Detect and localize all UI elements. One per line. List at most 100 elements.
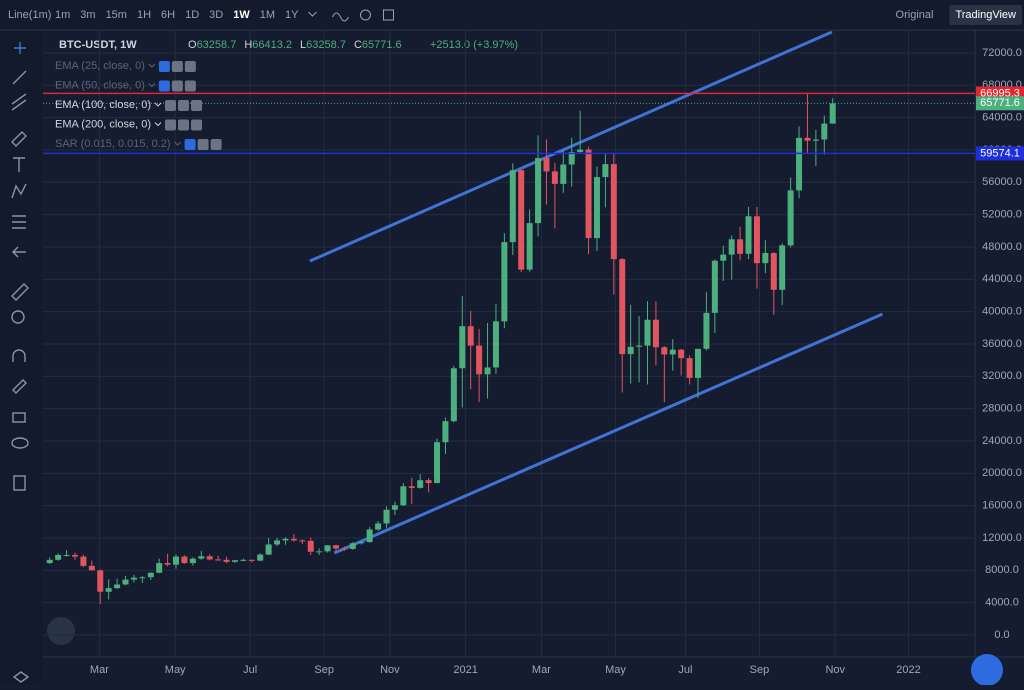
indicator-button[interactable] bbox=[184, 139, 196, 150]
candle-body bbox=[215, 559, 222, 561]
candle-body bbox=[568, 151, 575, 165]
candle-body bbox=[332, 545, 339, 549]
ohlc-label: H bbox=[244, 39, 252, 51]
candle-body bbox=[476, 345, 483, 375]
interval-button[interactable]: 1M bbox=[260, 9, 275, 21]
indicator-button[interactable] bbox=[165, 100, 176, 111]
measure-tool[interactable] bbox=[11, 283, 29, 301]
x-tick-label: Jul bbox=[243, 664, 257, 676]
chat-button[interactable] bbox=[971, 654, 1003, 686]
magnet-tool[interactable] bbox=[12, 349, 26, 362]
indicator-button[interactable] bbox=[191, 100, 202, 111]
indicator-button[interactable] bbox=[158, 80, 170, 92]
view-active bbox=[949, 5, 1022, 25]
interval-button[interactable]: 1H bbox=[137, 9, 151, 21]
brush-tool[interactable] bbox=[11, 131, 27, 147]
x-tick-label: 2022 bbox=[896, 664, 920, 676]
interval-button[interactable]: 3D bbox=[209, 9, 223, 21]
indicator-button[interactable] bbox=[158, 61, 170, 72]
pattern-tool[interactable] bbox=[11, 183, 27, 199]
indicator-dropdown[interactable] bbox=[154, 122, 162, 127]
ohlc-label: O bbox=[188, 39, 197, 51]
indicator-button[interactable] bbox=[184, 61, 196, 72]
indicator-dropdown[interactable] bbox=[174, 141, 181, 146]
candle-body bbox=[434, 442, 441, 484]
lock-tool[interactable] bbox=[12, 412, 26, 423]
candle-body bbox=[417, 480, 424, 488]
candle-body bbox=[156, 563, 163, 573]
fullscreen-icon[interactable] bbox=[382, 9, 394, 21]
candle-body bbox=[753, 216, 760, 264]
indicator-label[interactable]: EMA (100, close, 0) bbox=[55, 99, 151, 111]
interval-button[interactable]: 1D bbox=[185, 9, 199, 21]
zoom-tool[interactable] bbox=[11, 310, 25, 324]
y-tick-label: 16000.0 bbox=[982, 500, 1022, 512]
interval-button[interactable]: 1Y bbox=[285, 9, 299, 21]
delete-tool[interactable] bbox=[13, 475, 26, 491]
view-button[interactable]: Original bbox=[896, 9, 934, 21]
symbol: BTC-USDT, 1W bbox=[59, 39, 137, 51]
left-toolbar bbox=[0, 30, 43, 685]
candle-body bbox=[88, 565, 95, 571]
candle-body bbox=[585, 149, 592, 239]
candle-body bbox=[636, 345, 643, 347]
trend-line bbox=[309, 30, 833, 263]
indicator-button[interactable] bbox=[171, 80, 183, 92]
chart-style[interactable]: Line(1m) bbox=[8, 9, 51, 21]
interval-button[interactable]: 1m bbox=[55, 9, 70, 21]
interval-button[interactable]: 3m bbox=[80, 9, 95, 21]
indicator-dropdown[interactable] bbox=[148, 83, 156, 88]
candle-body bbox=[610, 164, 617, 260]
candle-body bbox=[257, 554, 264, 561]
back-tool[interactable] bbox=[12, 246, 26, 258]
visibility-tool[interactable] bbox=[11, 437, 29, 449]
candle-body bbox=[501, 242, 508, 322]
candle-body bbox=[248, 559, 255, 561]
indicator-button[interactable] bbox=[184, 80, 196, 92]
interval-button[interactable]: 6H bbox=[161, 9, 175, 21]
candle-body bbox=[316, 551, 323, 553]
candle-body bbox=[762, 253, 769, 264]
layers-button[interactable] bbox=[12, 671, 30, 683]
indicator-label[interactable]: EMA (25, close, 0) bbox=[55, 60, 145, 72]
y-tick-label: 72000.0 bbox=[982, 47, 1022, 59]
indicator-label[interactable]: EMA (200, close, 0) bbox=[55, 118, 151, 130]
indicator-icon[interactable] bbox=[332, 12, 349, 22]
price-label: 59574.1 bbox=[980, 147, 1020, 159]
lock-draw-tool[interactable] bbox=[12, 379, 27, 394]
indicator-button[interactable] bbox=[210, 139, 222, 150]
candle-body bbox=[139, 577, 146, 579]
y-tick-label: 36000.0 bbox=[982, 338, 1022, 350]
candle-body bbox=[711, 260, 718, 313]
settings-icon[interactable] bbox=[359, 9, 371, 21]
candle-body bbox=[383, 509, 390, 524]
text-tool[interactable] bbox=[13, 157, 25, 172]
trendline-tool[interactable] bbox=[12, 70, 27, 85]
indicator-button[interactable] bbox=[197, 139, 209, 150]
candle-body bbox=[619, 259, 626, 355]
indicator-button[interactable] bbox=[178, 119, 189, 131]
interval-button[interactable]: 15m bbox=[106, 9, 127, 21]
candle-body bbox=[114, 584, 121, 589]
candle-body bbox=[804, 137, 811, 141]
prediction-tool[interactable] bbox=[12, 215, 26, 229]
indicator-label[interactable]: SAR (0.015, 0.015, 0.2) bbox=[55, 138, 171, 150]
crosshair-tool[interactable] bbox=[14, 42, 26, 54]
view-button[interactable]: TradingView bbox=[955, 9, 1016, 21]
dropdown-icon[interactable] bbox=[308, 11, 317, 17]
candle-body bbox=[290, 538, 297, 541]
candle-body bbox=[189, 558, 196, 564]
indicator-dropdown[interactable] bbox=[154, 102, 162, 107]
indicator-button[interactable] bbox=[171, 61, 183, 72]
indicator-button[interactable] bbox=[178, 100, 189, 111]
y-tick-label: 64000.0 bbox=[982, 112, 1022, 124]
indicator-button[interactable] bbox=[191, 119, 202, 131]
interval-button[interactable]: 1W bbox=[233, 9, 250, 21]
indicator-label[interactable]: EMA (50, close, 0) bbox=[55, 79, 145, 91]
fib-tool[interactable] bbox=[11, 93, 27, 111]
indicator-dropdown[interactable] bbox=[148, 63, 156, 68]
candle-body bbox=[391, 505, 398, 510]
candle-body bbox=[720, 254, 727, 261]
indicator-button[interactable] bbox=[165, 119, 176, 131]
